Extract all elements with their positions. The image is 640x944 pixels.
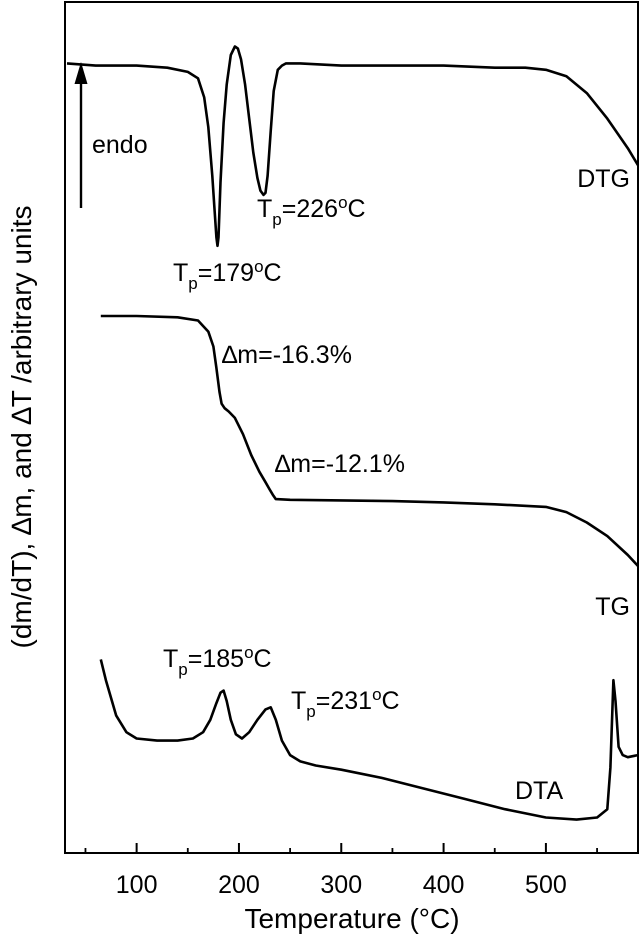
- x-tick-label: 200: [218, 871, 260, 899]
- y-axis-title: (dm/dT), ∆m, and ∆T /arbitrary units: [6, 206, 37, 649]
- endo-arrowhead-icon: [74, 62, 88, 84]
- dtg-curve-label: DTG: [577, 165, 630, 193]
- x-axis-title: Temperature (°C): [244, 903, 459, 934]
- plot-frame: [64, 1, 639, 854]
- series-dtg-line: [66, 45, 640, 248]
- tg-step1-label: ∆m=-16.3%: [222, 341, 352, 369]
- x-tick-label: 100: [116, 871, 158, 899]
- dta-curve-label: DTA: [515, 777, 563, 805]
- x-tick-label: 400: [423, 871, 465, 899]
- series-tg-line: [100, 314, 639, 567]
- dta-peak1-label: Tp=185oC: [163, 643, 272, 679]
- tg-curve-label: TG: [595, 593, 630, 621]
- tg-step2-label: ∆m=-12.1%: [275, 450, 405, 478]
- x-tick-label: 300: [320, 871, 362, 899]
- x-axis-ticks: 100 200 300 400 500: [84, 843, 598, 899]
- endo-label: endo: [92, 131, 148, 159]
- x-tick-label: 500: [525, 871, 567, 899]
- dtg-peak1-label: Tp=179oC: [173, 257, 282, 293]
- dta-peak2-label: Tp=231oC: [291, 685, 400, 721]
- series-dta-line: [99, 659, 639, 821]
- curves-layer: [66, 45, 640, 821]
- dtg-peak2-label: Tp=226oC: [257, 193, 366, 229]
